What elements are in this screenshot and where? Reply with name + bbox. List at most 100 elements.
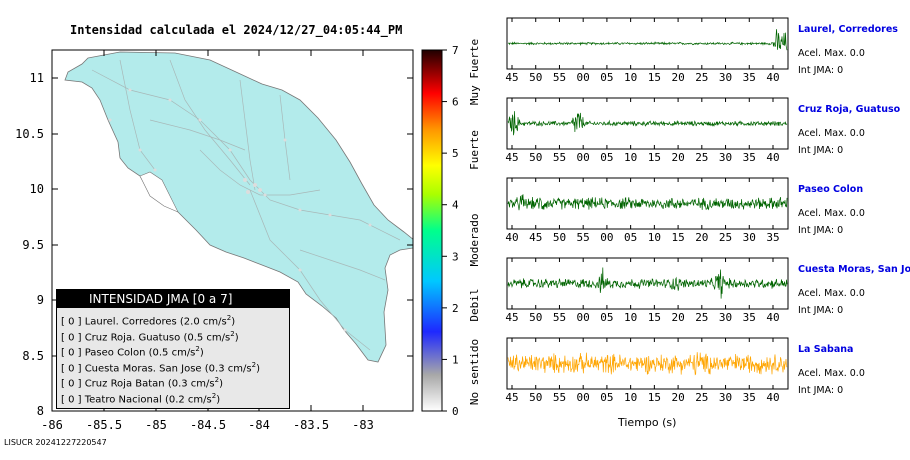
legend-item: [ 0 ] Cruz Roja Batan (0.3 cm/s2) [57,373,289,389]
trace-tick-label: 20 [671,151,684,164]
colorbar-labels: No sentido Debil Moderado Fuerte Muy Fuerte [468,39,481,405]
x-axis-label: Tiempo (s) [618,416,677,429]
legend-accel: (0.3 cm/s [204,362,252,374]
legend-jma: [ 0 ] [61,393,85,405]
colorbar-category-label: Muy Fuerte [468,39,481,105]
footer-id: LISUCR 20241227220547 [4,438,107,447]
seismogram-panels: 45 50 55 00 05 10 15 20 25 30 35 40 45 50 55 00 05 10 15 20… [505,17,789,404]
waveform [507,267,788,299]
trace-tick-label: 20 [671,311,684,324]
map-axis-ticks: -86 -85.5 -85 -84.5 -84 -83.5 -83 11 10.5 10 9.5 9 8… [15,50,413,432]
station-jma: Int JMA: 0 [798,385,844,396]
legend-jma: [ 0 ] [61,362,85,374]
trace-tick-label: 35 [743,71,756,84]
legend-sup: 2 [251,360,257,369]
legend-sup: 2 [211,391,217,400]
legend-close: ) [256,362,260,374]
y-tick-label: 10.5 [15,127,44,141]
city-markers [108,88,372,332]
trace-tick-label: 55 [577,231,590,244]
x-tick-label: -85 [145,418,167,432]
x-tick-label: -85.5 [86,418,122,432]
station-accel: Acel. Max. 0.0 [798,368,865,379]
trace-tick-label: 40 [766,391,779,404]
legend-station-name: Cruz Roja. Guatuso [84,331,184,343]
trace-tick-label: 25 [719,231,732,244]
waveform [507,29,788,51]
colorbar-tick-label: 7 [452,44,459,57]
x-tick-label: -83.5 [293,418,329,432]
legend-jma: [ 0 ] [61,378,85,390]
station-jma: Int JMA: 0 [798,65,844,76]
y-tick-label: 8 [37,404,44,418]
trace-tick-label: 00 [577,391,590,404]
legend-sup: 2 [230,329,235,338]
trace-tick-label: 50 [529,71,542,84]
waveform [507,194,788,211]
trace-tick-label: 00 [577,311,590,324]
legend-sup: 2 [214,376,220,384]
trace-tick-label: 40 [766,151,779,164]
trace-tick-label: 40 [766,311,779,324]
trace-tick-label: 20 [671,391,684,404]
legend-item: [ 0 ] Laurel. Corredores (2.0 cm/s2) [57,311,289,327]
y-tick-label: 11 [30,71,44,85]
legend-close: ) [234,331,239,343]
colorbar-tick-label: 5 [452,147,459,160]
trace-tick-label: 35 [743,311,756,324]
colorbar-tick-label: 4 [452,199,459,212]
trace-tick-label: 45 [529,231,542,244]
trace-tick-label: 40 [505,231,518,244]
legend-station-name: Teatro Nacional [84,393,165,405]
trace-tick-label: 20 [695,231,708,244]
colorbar-ticks: 0 1 2 3 4 5 6 7 [442,44,459,418]
legend-sup: 2 [195,345,200,353]
colorbar-category-label: No sentido [468,339,481,405]
legend-accel: (2.0 cm/s [179,316,227,328]
station-jma: Int JMA: 0 [798,305,844,316]
colorbar-tick-label: 0 [452,405,459,418]
trace-tick-label: 10 [648,231,661,244]
trace-tick-label: 05 [600,151,613,164]
trace-tick-label: 35 [743,391,756,404]
station-name: La Sabana [798,344,854,355]
legend-item: [ 0 ] Cruz Roja. Guatuso (0.5 cm/s2) [57,327,289,343]
trace-tick-label: 55 [553,151,566,164]
trace-tick-label: 50 [529,151,542,164]
trace-tick-label: 30 [719,151,732,164]
trace-tick-label: 30 [743,231,756,244]
legend-station-name: Laurel. Corredores [84,316,180,328]
trace-tick-label: 20 [671,71,684,84]
legend-item: [ 0 ] Cuesta Moras. San Jose (0.3 cm/s2) [57,358,289,374]
legend-close: ) [231,316,236,328]
trace-tick-label: 10 [624,151,637,164]
y-tick-label: 9 [37,293,44,307]
trace-tick-label: 50 [529,391,542,404]
costa-rica-land [64,51,413,363]
trace-tick-label: 10 [624,311,637,324]
trace-tick-label: 15 [648,151,661,164]
trace-tick-label: 25 [695,151,708,164]
colorbar-category-label: Fuerte [468,130,481,170]
colorbar-tick-label: 6 [452,96,459,109]
y-tick-label: 8.5 [22,349,44,363]
trace-tick-label: 50 [553,231,566,244]
trace-tick-label: 25 [695,391,708,404]
y-tick-label: 10 [30,182,44,196]
legend-station-name: Cruz Roja Batan [84,378,168,390]
station-name: Laurel, Corredores [798,24,898,35]
trace-tick-label: 05 [600,391,613,404]
trace-tick-label: 15 [648,311,661,324]
trace-tick-label: 40 [766,71,779,84]
trace-tick-label: 35 [766,231,779,244]
station-name: Paseo Colon [798,184,864,195]
trace-tick-label: 25 [695,311,708,324]
waveform [507,352,788,376]
colorbar-tick-label: 1 [452,353,459,366]
land-shape [64,51,413,363]
trace-tick-label: 15 [648,391,661,404]
station-accel: Acel. Max. 0.0 [798,128,865,139]
intensity-legend: INTENSIDAD JMA [0 a 7] [ 0 ] Laurel. Cor… [56,289,290,409]
trace-tick-label: 30 [719,311,732,324]
legend-title: INTENSIDAD JMA [0 a 7] [57,290,289,308]
